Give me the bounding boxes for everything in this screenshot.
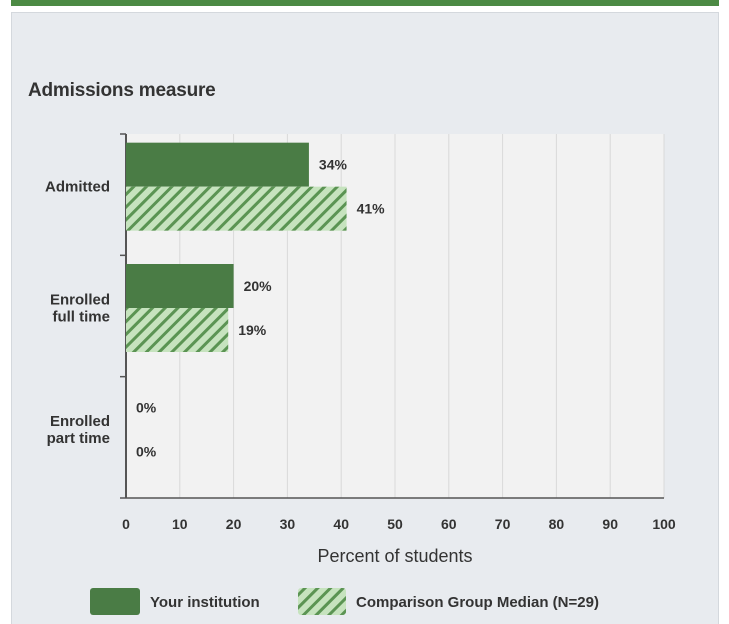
bar-value-label: 0% xyxy=(136,443,157,459)
bar-value-label: 41% xyxy=(357,201,386,217)
x-axis-title: Percent of students xyxy=(317,546,472,566)
x-tick-label: 80 xyxy=(549,516,565,532)
x-tick-label: 40 xyxy=(333,516,349,532)
x-tick-label: 30 xyxy=(280,516,296,532)
legend-label: Your institution xyxy=(150,594,260,611)
chart-title: Admissions measure xyxy=(28,80,216,101)
bar-value-label: 19% xyxy=(238,322,267,338)
category-label: Enrolled xyxy=(50,413,110,430)
legend-swatch-institution xyxy=(90,588,140,615)
x-tick-label: 90 xyxy=(602,516,618,532)
institution-bar xyxy=(126,264,234,308)
x-tick-label: 60 xyxy=(441,516,457,532)
institution-bar xyxy=(126,142,309,187)
bar-value-label: 20% xyxy=(244,278,273,294)
category-label: full time xyxy=(52,309,110,326)
x-tick-label: 100 xyxy=(652,516,676,532)
category-label: Enrolled xyxy=(50,292,110,309)
top-accent-rule xyxy=(11,0,719,6)
category-label: part time xyxy=(47,430,110,447)
bar-value-label: 34% xyxy=(319,157,348,173)
comparison-bar xyxy=(126,186,347,231)
x-tick-label: 70 xyxy=(495,516,511,532)
x-tick-label: 10 xyxy=(172,516,188,532)
legend-label: Comparison Group Median (N=29) xyxy=(356,594,599,611)
x-tick-label: 50 xyxy=(387,516,403,532)
legend-swatch-comparison xyxy=(298,588,346,615)
x-tick-label: 20 xyxy=(226,516,242,532)
x-tick-label: 0 xyxy=(122,516,130,532)
bar-value-label: 0% xyxy=(136,399,157,415)
category-label: Admitted xyxy=(45,179,110,196)
comparison-bar xyxy=(126,308,229,352)
